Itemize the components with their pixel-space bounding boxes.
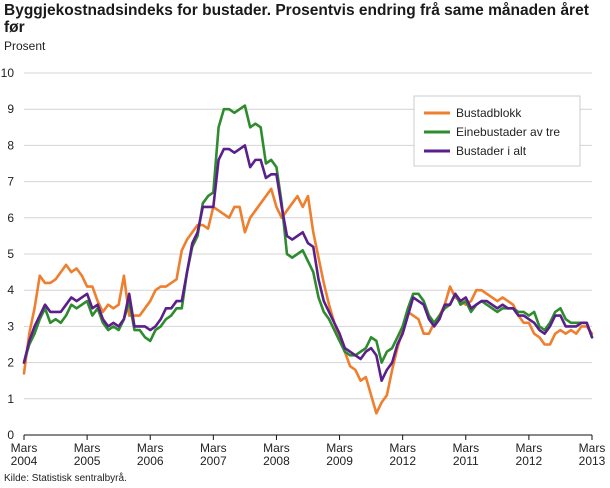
y-tick-label: 10 — [1, 66, 15, 80]
x-tick-label-month: Mars — [579, 441, 606, 455]
legend: Bustadblokk Einebustader av tre Bustader i… — [413, 95, 581, 167]
x-tick-label-year: 2012 — [516, 454, 543, 468]
series-line-bustader-i-alt — [22, 144, 594, 383]
series-layer — [22, 104, 594, 415]
x-tick-label-month: Mars — [137, 441, 164, 455]
y-tick-label: 2 — [7, 356, 14, 370]
y-axis-ticks: 0 1 2 3 4 5 6 7 8 9 10 — [1, 66, 15, 442]
legend-label: Bustader i alt — [456, 144, 527, 158]
y-tick-label: 1 — [7, 392, 14, 406]
series-line-bustadblokk — [22, 187, 594, 415]
y-axis-unit-label: Prosent — [4, 39, 46, 53]
source-note: Kilde: Statistisk sentralbyrå. — [4, 473, 127, 484]
x-tick-label-month: Mars — [200, 441, 227, 455]
y-tick-label: 4 — [7, 283, 14, 297]
series-line-einebustader-av-tre — [22, 104, 594, 364]
y-tick-label: 3 — [7, 319, 14, 333]
x-tick-label-month: Mars — [389, 441, 416, 455]
x-tick-label-month: Mars — [74, 441, 101, 455]
x-tick-label-year: 2013 — [579, 454, 606, 468]
x-tick-label-month: Mars — [263, 441, 290, 455]
x-tick-label-month: Mars — [516, 441, 543, 455]
x-tick-label-month: Mars — [11, 441, 38, 455]
legend-label: Bustadblokk — [456, 106, 522, 120]
y-tick-label: 5 — [7, 247, 14, 261]
y-tick-label: 7 — [7, 175, 14, 189]
y-tick-label: 6 — [7, 211, 14, 225]
x-tick-label-year: 2007 — [200, 454, 227, 468]
x-tick-label-year: 2009 — [326, 454, 353, 468]
x-tick-label-year: 2004 — [11, 454, 38, 468]
legend-label: Einebustader av tre — [456, 125, 560, 139]
x-tick-label-year: 2012 — [389, 454, 416, 468]
chart-title: Byggjekostnadsindeks for bustader. Prose… — [4, 2, 589, 36]
x-tick-label-year: 2008 — [263, 454, 290, 468]
x-tick-label-year: 2011 — [453, 454, 479, 468]
y-tick-label: 8 — [7, 138, 14, 152]
x-tick-label-month: Mars — [326, 441, 353, 455]
x-tick-label-year: 2006 — [137, 454, 164, 468]
y-tick-label: 0 — [7, 428, 14, 442]
x-axis: Mars2004Mars2005Mars2006Mars2007Mars2008… — [11, 435, 606, 468]
x-tick-label-year: 2005 — [74, 454, 101, 468]
x-tick-label-month: Mars — [452, 441, 479, 455]
y-tick-label: 9 — [7, 102, 14, 116]
